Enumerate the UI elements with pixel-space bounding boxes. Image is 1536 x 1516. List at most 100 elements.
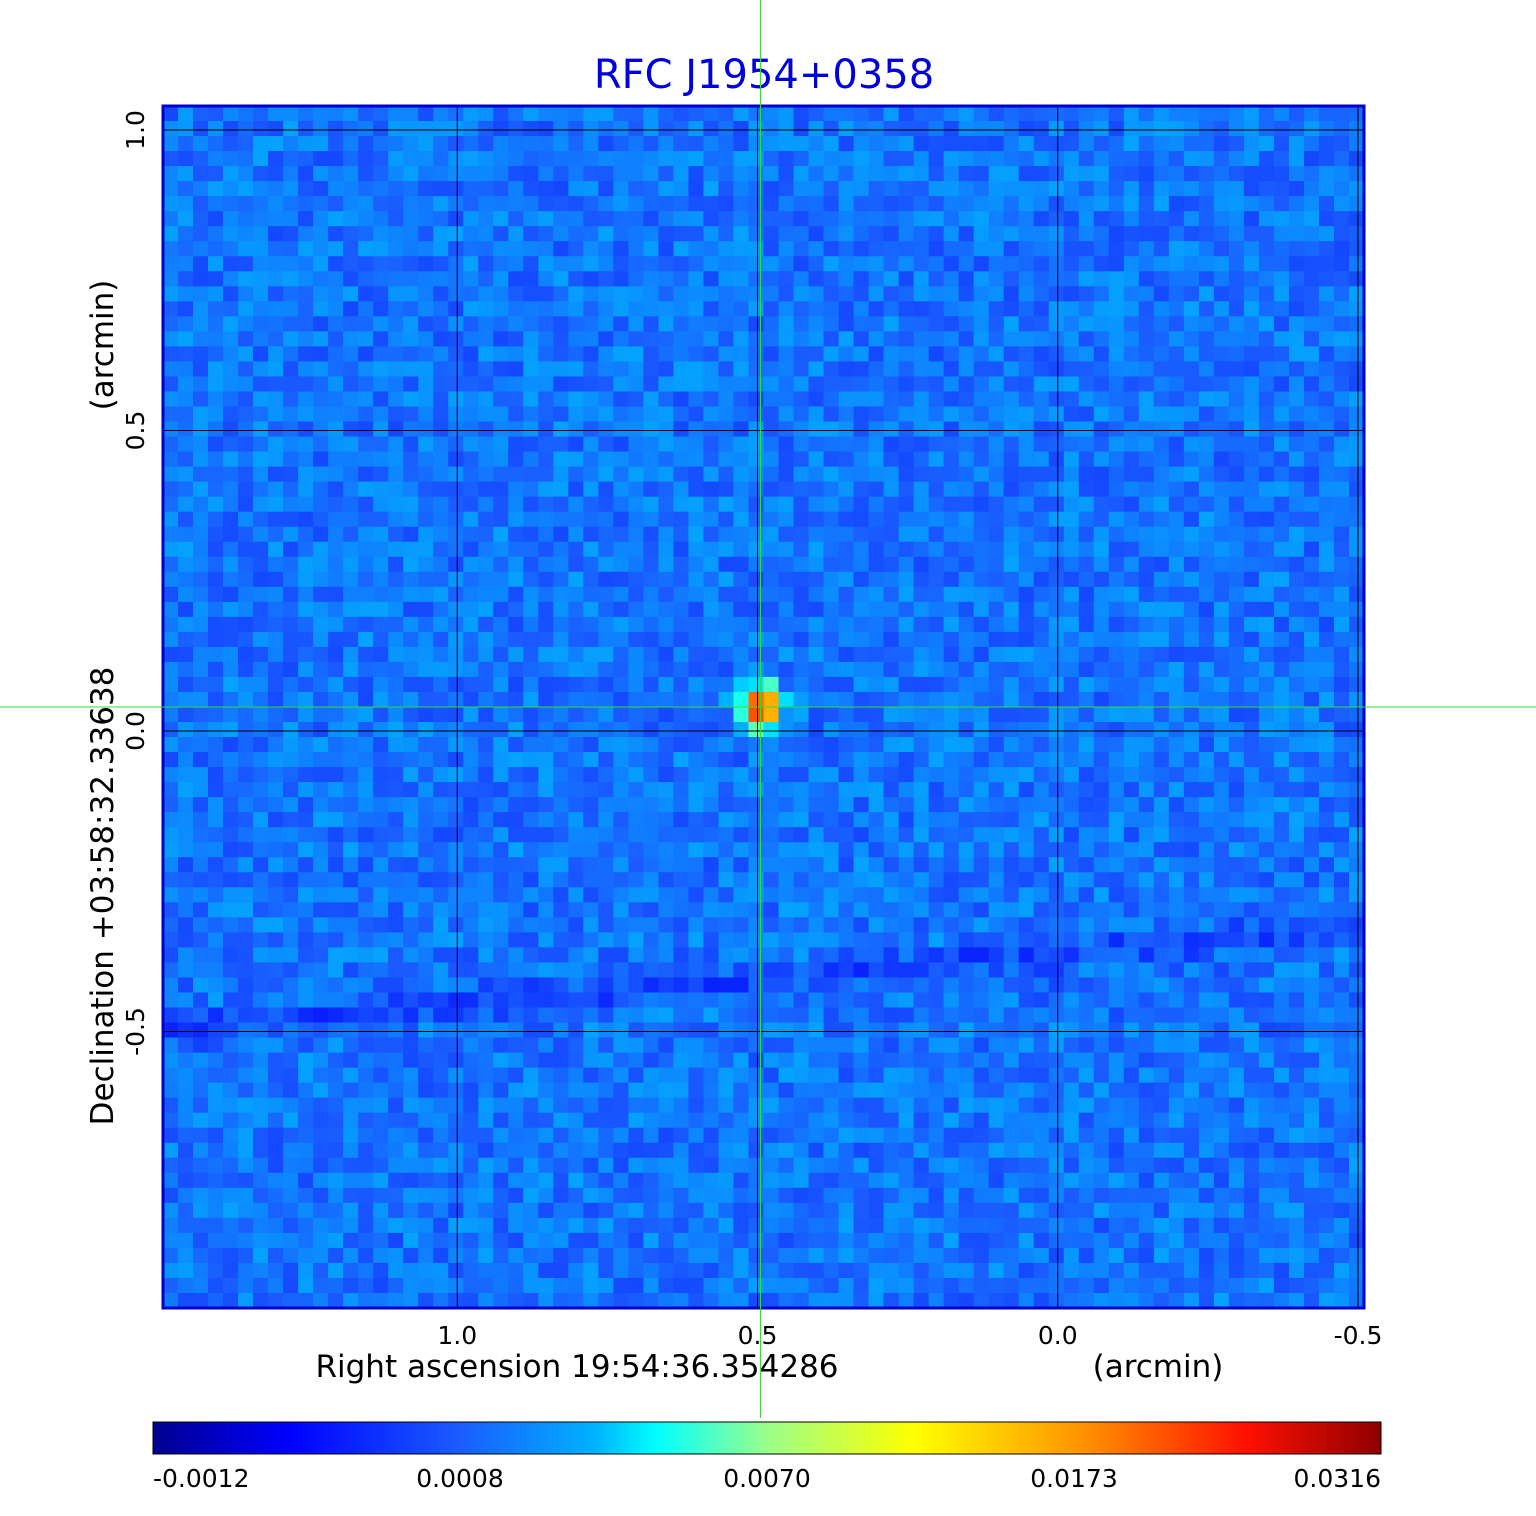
heatmap-cell [298,181,314,197]
heatmap-cell [823,271,840,287]
heatmap-cell [178,556,194,573]
heatmap-cell [358,376,374,393]
heatmap-cell [1198,932,1215,949]
heatmap-cell [1123,496,1140,513]
heatmap-cell [448,962,464,979]
heatmap-cell [313,601,329,618]
heatmap-cell [1093,316,1110,332]
heatmap-cell [313,421,329,438]
heatmap-cell [553,121,569,137]
heatmap-cell [373,256,389,272]
heatmap-cell [1213,496,1230,513]
heatmap-cell [628,421,644,438]
heatmap-cell [1048,526,1065,543]
heatmap-cell [913,616,930,633]
heatmap-cell [703,722,720,738]
heatmap-cell [313,722,329,738]
heatmap-cell [973,451,990,468]
heatmap-cell [943,722,960,738]
heatmap-cell [193,737,209,753]
heatmap-cell [208,737,224,753]
heatmap-cell [898,181,915,197]
heatmap-cell [238,887,254,903]
heatmap-cell [1273,932,1290,949]
heatmap-cell [193,902,209,918]
heatmap-cell [823,166,840,182]
heatmap-cell [1213,106,1230,122]
heatmap-cell [568,782,584,798]
heatmap-cell [958,406,975,423]
heatmap-cell [568,526,584,543]
heatmap-cell [823,797,840,813]
heatmap-cell [1348,226,1365,242]
heatmap-cell [463,737,479,753]
heatmap-cell [208,707,224,723]
heatmap-cell [1018,361,1035,378]
heatmap-cell [478,136,494,152]
heatmap-cell [238,752,254,768]
heatmap-cell [553,226,569,242]
heatmap-cell [283,737,299,753]
heatmap-cell [733,661,750,678]
heatmap-cell [1033,511,1050,528]
heatmap-cell [658,601,675,618]
heatmap-cell [553,211,569,227]
heatmap-cell [1273,917,1290,933]
heatmap-cell [448,496,464,513]
heatmap-cell [163,331,179,348]
heatmap-cell [583,106,599,122]
heatmap-cell [1288,616,1305,633]
heatmap-cell [868,166,885,182]
heatmap-cell [793,421,810,438]
heatmap-cell [1063,556,1080,573]
heatmap-cell [703,151,720,167]
heatmap-cell [793,166,810,182]
heatmap-cell [1153,541,1170,558]
heatmap-cell [223,661,239,678]
heatmap-cell [778,451,795,468]
heatmap-cell [613,752,629,768]
heatmap-cell [613,676,629,693]
heatmap-cell [1018,496,1035,513]
heatmap-cell [178,121,194,137]
heatmap-cell [1063,767,1080,783]
heatmap-cell [958,166,975,182]
heatmap-cell [598,346,614,363]
heatmap-cell [733,707,750,723]
heatmap-cell [958,707,975,723]
heatmap-cell [568,812,584,828]
heatmap-cell [178,196,194,212]
heatmap-cell [298,797,314,813]
heatmap-cell [208,421,224,438]
heatmap-cell [838,586,855,603]
heatmap-cell [223,722,239,738]
heatmap-cell [853,887,870,903]
heatmap-cell [343,661,359,678]
heatmap-cell [1123,947,1140,964]
heatmap-cell [553,932,569,949]
heatmap-cell [163,887,179,903]
heatmap-cell [463,812,479,828]
heatmap-cell [223,872,239,888]
heatmap-cell [1033,707,1050,723]
heatmap-cell [1303,331,1320,348]
heatmap-cell [1168,226,1185,242]
heatmap-cell [268,421,284,438]
heatmap-cell [643,271,660,287]
heatmap-cell [1003,661,1020,678]
heatmap-cell [523,1022,539,1039]
heatmap-cell [1138,451,1155,468]
heatmap-cell [838,601,855,618]
heatmap-cell [658,346,675,363]
heatmap-cell [448,406,464,423]
heatmap-cell [823,842,840,858]
heatmap-cell [703,887,720,903]
heatmap-cell [598,166,614,182]
heatmap-cell [793,887,810,903]
heatmap-cell [358,136,374,152]
heatmap-cell [523,136,539,152]
heatmap-cell [523,496,539,513]
heatmap-cell [1078,782,1095,798]
heatmap-cell [628,601,644,618]
heatmap-cell [418,887,434,903]
